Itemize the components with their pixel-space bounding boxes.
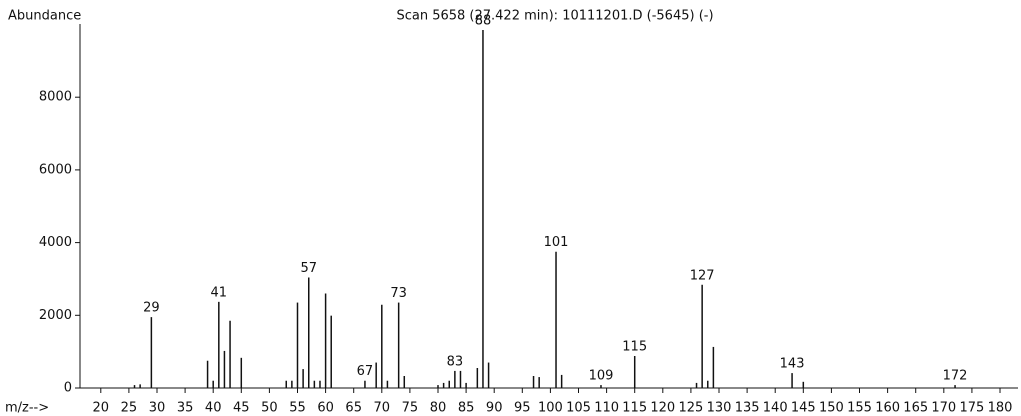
x-tick-label: 25 xyxy=(121,401,138,416)
x-tick-label: 140 xyxy=(763,401,788,416)
peak-label: 143 xyxy=(780,357,805,372)
x-tick-label: 170 xyxy=(931,401,956,416)
x-tick-label: 130 xyxy=(707,401,732,416)
y-tick-label: 4000 xyxy=(39,235,72,250)
x-tick-label: 150 xyxy=(819,401,844,416)
x-tick-label: 30 xyxy=(149,401,166,416)
x-tick-label: 100 xyxy=(538,401,563,416)
x-tick-label: 40 xyxy=(205,401,222,416)
peak-label: 115 xyxy=(622,340,647,355)
x-tick-label: 135 xyxy=(735,401,760,416)
x-tick-label: 115 xyxy=(622,401,647,416)
peak-label: 109 xyxy=(589,369,614,384)
peak-label: 127 xyxy=(690,268,715,283)
peak-label: 88 xyxy=(475,13,492,28)
x-tick-label: 155 xyxy=(847,401,872,416)
x-tick-label: 105 xyxy=(566,401,591,416)
x-tick-label: 55 xyxy=(289,401,306,416)
peak-label: 57 xyxy=(300,261,317,276)
x-tick-label: 85 xyxy=(458,401,475,416)
y-tick-label: 0 xyxy=(64,381,72,396)
x-tick-label: 20 xyxy=(93,401,110,416)
y-axis-title: Abundance xyxy=(8,9,81,24)
x-tick-label: 50 xyxy=(261,401,278,416)
x-tick-label: 60 xyxy=(317,401,334,416)
peak-label: 67 xyxy=(357,364,374,379)
x-tick-label: 145 xyxy=(791,401,816,416)
peak-label: 73 xyxy=(390,286,407,301)
x-tick-label: 175 xyxy=(960,401,985,416)
chart: Abundance Scan 5658 (27.422 min): 101112… xyxy=(0,0,1021,416)
y-tick-label: 6000 xyxy=(39,162,72,177)
x-tick-label: 120 xyxy=(650,401,675,416)
peak-label: 41 xyxy=(211,285,228,300)
x-tick-label: 45 xyxy=(233,401,250,416)
x-tick-label: 70 xyxy=(374,401,391,416)
x-tick-label: 95 xyxy=(514,401,531,416)
x-tick-label: 35 xyxy=(177,401,194,416)
chart-title: Scan 5658 (27.422 min): 10111201.D (-564… xyxy=(396,9,713,24)
x-tick-label: 110 xyxy=(594,401,619,416)
peak-label: 29 xyxy=(143,301,160,316)
x-tick-label: 80 xyxy=(430,401,447,416)
peak-label: 101 xyxy=(544,235,569,250)
peak-label: 83 xyxy=(447,354,464,369)
x-tick-label: 125 xyxy=(678,401,703,416)
x-tick-label: 165 xyxy=(903,401,928,416)
x-axis-title: m/z--> xyxy=(5,401,49,416)
y-tick-label: 2000 xyxy=(39,308,72,323)
x-tick-label: 90 xyxy=(486,401,503,416)
x-tick-label: 75 xyxy=(402,401,419,416)
y-tick-label: 8000 xyxy=(39,90,72,105)
x-tick-label: 65 xyxy=(345,401,362,416)
peak-label: 172 xyxy=(943,369,968,384)
x-tick-label: 180 xyxy=(988,401,1013,416)
x-tick-label: 160 xyxy=(875,401,900,416)
